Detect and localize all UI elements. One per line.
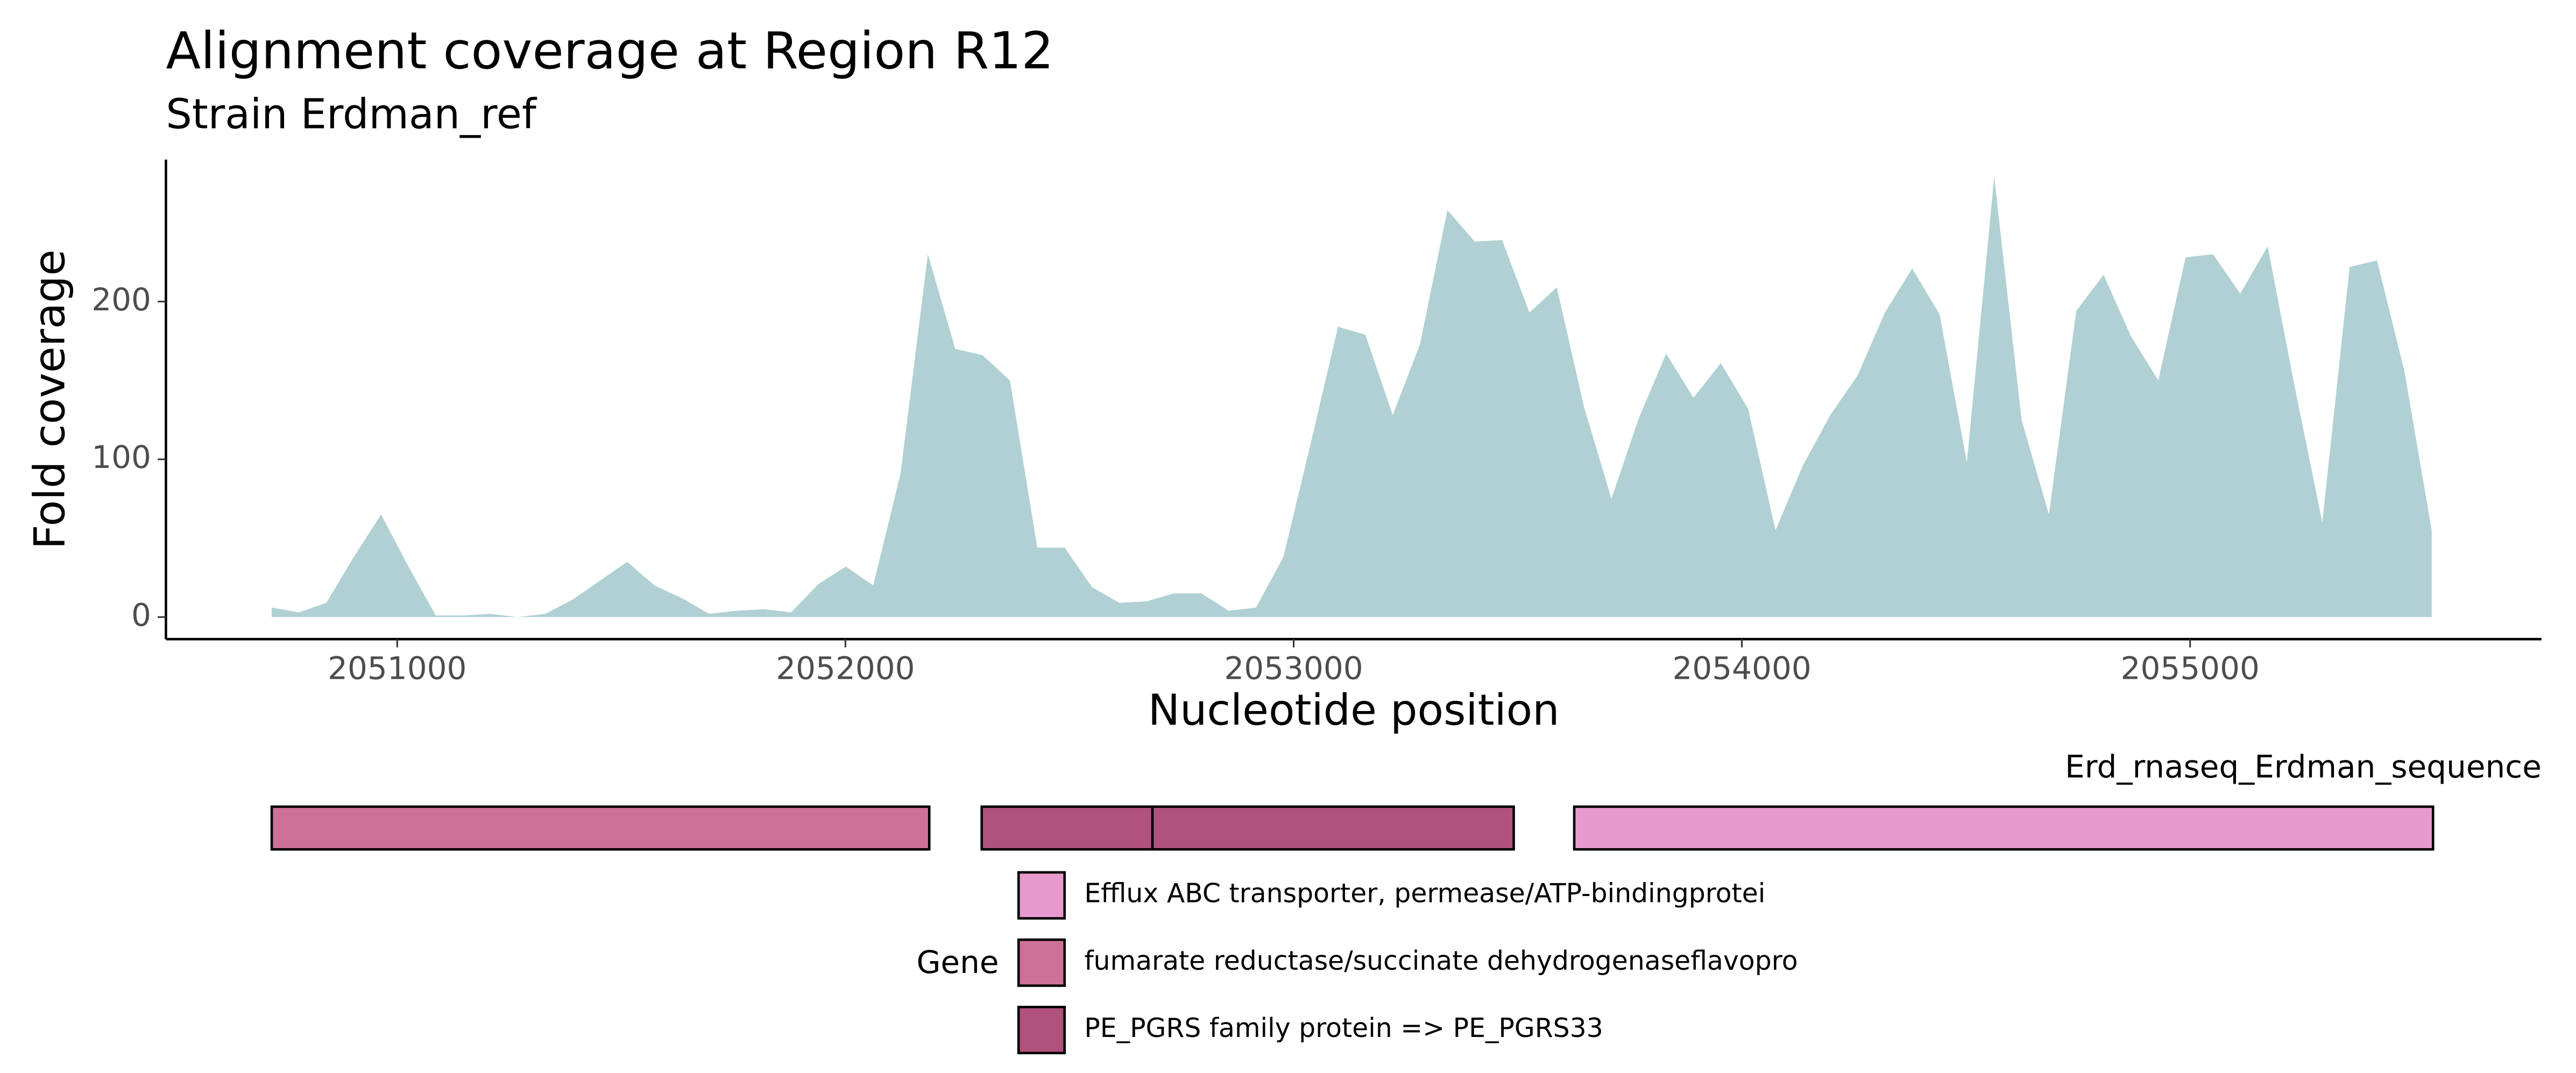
legend-label: Efflux ABC transporter, permease/ATP-bin… bbox=[1084, 878, 1765, 909]
x-tick-label: 2052000 bbox=[776, 650, 915, 686]
chart-subtitle: Strain Erdman_ref bbox=[166, 90, 537, 138]
x-axis-title: Nucleotide position bbox=[1148, 685, 1560, 735]
legend-label: fumarate reductase/succinate dehydrogena… bbox=[1084, 946, 1797, 976]
legend-label: PE_PGRS family protein => PE_PGRS33 bbox=[1084, 1013, 1603, 1043]
legend-swatch bbox=[1017, 938, 1066, 987]
legend-swatch bbox=[1017, 871, 1066, 920]
track-label: Erd_rnaseq_Erdman_sequence bbox=[2065, 749, 2542, 785]
x-tick-label: 2055000 bbox=[2121, 650, 2260, 686]
legend-title: Gene bbox=[916, 944, 999, 980]
legend-swatch bbox=[1017, 1006, 1066, 1055]
gene-bar bbox=[1151, 805, 1515, 851]
gene-bar bbox=[980, 805, 1154, 851]
x-tick-label: 2054000 bbox=[1672, 650, 1811, 686]
x-tick-label: 2053000 bbox=[1224, 650, 1363, 686]
gene-bar bbox=[1573, 805, 2435, 851]
y-tick-label: 200 bbox=[91, 281, 151, 318]
x-tick-label: 2051000 bbox=[328, 650, 466, 686]
y-tick-label: 0 bbox=[131, 596, 151, 633]
y-tick-label: 100 bbox=[91, 439, 151, 475]
chart-title: Alignment coverage at Region R12 bbox=[166, 22, 1053, 81]
y-axis-title: Fold coverage bbox=[25, 250, 75, 550]
coverage-area bbox=[272, 176, 2432, 617]
gene-bar bbox=[270, 805, 931, 851]
